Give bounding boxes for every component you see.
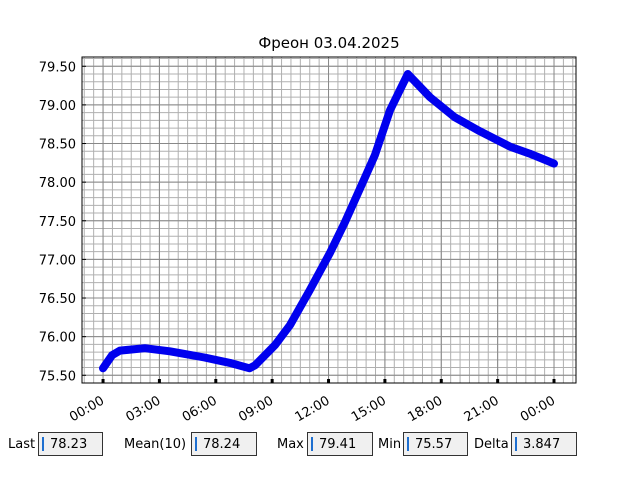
stat-label: Min	[378, 436, 402, 452]
x-tick-label: 00:00	[67, 393, 107, 425]
stat: Last 78.23	[8, 432, 103, 456]
stat-value: 75.57	[403, 432, 468, 456]
y-tick-label: 78.00	[39, 176, 76, 191]
y-tick-label: 79.00	[39, 99, 76, 114]
x-tick-label: 18:00	[405, 393, 445, 425]
x-tick-label: 03:00	[123, 393, 163, 425]
stat-label: Delta	[474, 436, 509, 452]
stat-value: 78.23	[38, 432, 103, 456]
stat: Delta 3.847	[474, 432, 577, 456]
x-tick-label: 21:00	[462, 393, 502, 425]
x-tick-label: 09:00	[236, 393, 276, 425]
chart: Фреон 03.04.2025 75.50 76.00 76.50 77.00 77.…	[39, 34, 577, 425]
x-tick-label: 06:00	[180, 393, 220, 425]
x-tick-label: 12:00	[293, 393, 333, 425]
stat-label: Mean(10)	[124, 436, 187, 452]
y-tick-label: 78.50	[39, 138, 76, 153]
stat-label: Last	[8, 436, 36, 452]
stat-value: 78.24	[191, 432, 257, 456]
y-tick-label: 77.00	[39, 253, 76, 268]
data-line	[99, 70, 558, 373]
y-tick-label: 79.50	[39, 60, 76, 75]
stat: Max 79.41	[277, 432, 373, 456]
stat-value: 79.41	[307, 432, 373, 456]
stat-value: 3.847	[511, 432, 577, 456]
y-tick-label: 76.00	[39, 331, 76, 346]
chart-title: Фреон 03.04.2025	[258, 34, 399, 52]
stat: Mean(10) 78.24	[124, 432, 257, 456]
x-tick-label: 15:00	[349, 393, 389, 425]
y-tick-label: 77.50	[39, 215, 76, 230]
x-tick-label: 00:00	[518, 393, 558, 425]
stat-label: Max	[277, 436, 304, 452]
plot-frame	[81, 56, 577, 384]
stat: Min 75.57	[378, 432, 468, 456]
y-tick-label: 75.50	[39, 369, 76, 384]
y-tick-label: 76.50	[39, 292, 76, 307]
